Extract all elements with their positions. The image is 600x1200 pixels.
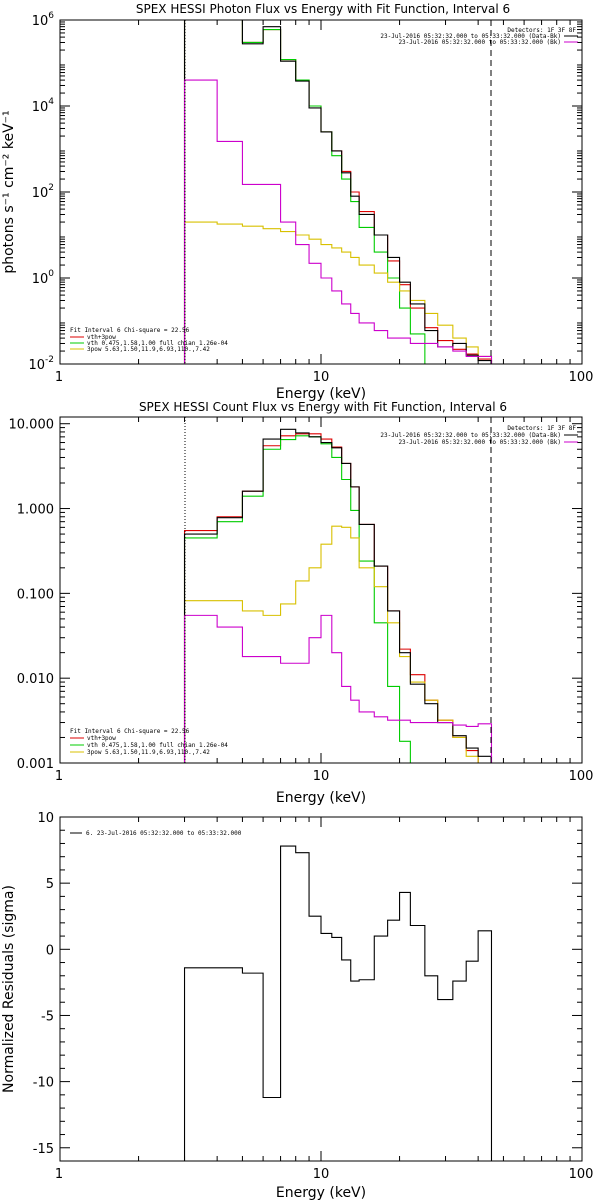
photon-flux-title: SPEX HESSI Photon Flux vs Energy with Fi…: [136, 2, 510, 16]
count-legend-right: Detectors: 1F 3F 8F 23-Jul-2016 05:32:32…: [380, 425, 578, 446]
count-series-3pow: [183, 525, 492, 764]
photon-y-axis-label: photons s⁻¹ cm⁻² keV⁻¹: [1, 110, 17, 273]
count-legend-item: vth 0.475,1.58,1.00 full chian 1.26e-04: [87, 742, 228, 749]
photon-flux-plot-frame: [59, 19, 583, 365]
residuals-x-tick-label: 10: [313, 1167, 330, 1182]
photon-legend-item: 23-Jul-2016 05:32:32.000 to 05:33:32.000…: [398, 39, 561, 46]
residuals-x-axis-label: Energy (keV): [276, 1185, 366, 1200]
count-legend-header: Fit Interval 6 Chi-square = 22.56: [70, 728, 190, 735]
count-series-vth-3pow: [183, 433, 492, 764]
photon-legend-item: 23-Jul-2016 05:32:32.000 to 05:33:32.000…: [380, 33, 561, 40]
count-legend-item: vth+3pow: [87, 735, 116, 742]
photon-y-tick-label: 100: [32, 269, 55, 287]
count-x-tick-label: 100: [569, 769, 594, 784]
residuals-y-tick-label: -15: [33, 1142, 54, 1157]
photon-legend-right: Detectors: 1F 3F 8F 23-Jul-2016 05:32:32…: [380, 27, 578, 46]
photon-y-tick-label: 102: [32, 183, 54, 201]
count-series-vth: [183, 435, 492, 764]
count-flux-title: SPEX HESSI Count Flux vs Energy with Fit…: [139, 400, 507, 414]
count-x-tick-label: 10: [313, 769, 330, 784]
photon-legend-header: Fit Interval 6 Chi-square = 22.56: [70, 327, 190, 334]
photon-x-tick-label: 10: [313, 370, 330, 385]
count-legend-item: 3pow 5.63,1.50,11.9,6.93,110.,7.42: [87, 749, 210, 756]
count-x-tick-label: 1: [55, 769, 63, 784]
photon-flux-panel: SPEX HESSI Photon Flux vs Energy with Fi…: [1, 2, 593, 402]
count-legend-detectors: Detectors: 1F 3F 8F: [507, 425, 576, 432]
residuals-x-tick-label: 100: [569, 1167, 594, 1182]
residuals-y-tick-label: 0: [46, 943, 54, 958]
count-series-data-bk: [183, 428, 493, 763]
photon-x-axis-label: Energy (keV): [276, 386, 366, 402]
count-y-tick-labels: 0.001 0.010 0.100 1.000 10.000: [9, 418, 55, 772]
photon-series-vth: [183, 19, 492, 365]
count-y-tick-label: 10.000: [9, 418, 55, 433]
photon-series-3pow: [183, 221, 493, 364]
photon-series-bk: [183, 79, 493, 364]
residuals-y-tick-labels: 10 5 0 -5 -10 -15: [33, 811, 54, 1157]
count-legend-left: Fit Interval 6 Chi-square = 22.56 vth+3p…: [70, 728, 228, 756]
photon-legend-left: Fit Interval 6 Chi-square = 22.56 vth+3p…: [70, 327, 228, 353]
photon-series-data-bk: [183, 19, 493, 364]
photon-x-tick-label: 1: [55, 370, 63, 385]
photon-y-tick-label: 104: [32, 97, 55, 115]
count-y-tick-label: 0.010: [17, 672, 54, 687]
residuals-legend-item: 6. 23-Jul-2016 05:32:32.000 to 05:33:32.…: [86, 830, 242, 837]
residuals-y-tick-label: 5: [46, 877, 54, 892]
residuals-x-tick-label: 1: [55, 1167, 63, 1182]
count-legend-item: 23-Jul-2016 05:32:32.000 to 05:33:32.000…: [398, 439, 561, 446]
count-flux-plot-frame: [59, 416, 583, 764]
photon-legend-item: vth+3pow: [87, 334, 116, 341]
residuals-y-tick-label: -10: [33, 1076, 54, 1091]
residuals-panel: 1 10 100 Energy (keV) Normalized Residua…: [1, 811, 593, 1200]
count-y-tick-label: 1.000: [17, 503, 54, 518]
photon-y-tick-label: 10-2: [28, 355, 54, 373]
residuals-plot-frame: [59, 816, 583, 1162]
count-series-bk: [183, 614, 493, 763]
residuals-series-residuals: [183, 845, 493, 1161]
photon-legend-detectors: Detectors: 1F 3F 8F: [507, 27, 576, 34]
count-y-tick-label: 0.001: [17, 757, 54, 772]
photon-x-tick-label: 100: [569, 370, 594, 385]
count-y-tick-label: 0.100: [17, 587, 54, 602]
count-legend-item: 23-Jul-2016 05:32:32.000 to 05:33:32.000…: [380, 432, 561, 439]
count-flux-panel: SPEX HESSI Count Flux vs Energy with Fit…: [9, 400, 594, 806]
photon-y-tick-label: 106: [32, 11, 55, 29]
photon-legend-item: vth 0.475,1.58,1.00 full chian 1.26e-04: [87, 340, 228, 347]
photon-series-vth-3pow: [183, 19, 493, 364]
residuals-y-tick-label: -5: [41, 1009, 54, 1024]
residuals-y-axis-label: Normalized Residuals (sigma): [1, 885, 17, 1093]
residuals-y-tick-label: 10: [37, 811, 54, 826]
photon-legend-item: 3pow 5.63,1.50,11.9,6.93,110.,7.42: [87, 346, 210, 353]
count-x-axis-label: Energy (keV): [276, 790, 366, 806]
residuals-legend: 6. 23-Jul-2016 05:32:32.000 to 05:33:32.…: [70, 830, 242, 837]
photon-y-tick-labels: 10-2 100 102 104 106: [28, 11, 54, 373]
